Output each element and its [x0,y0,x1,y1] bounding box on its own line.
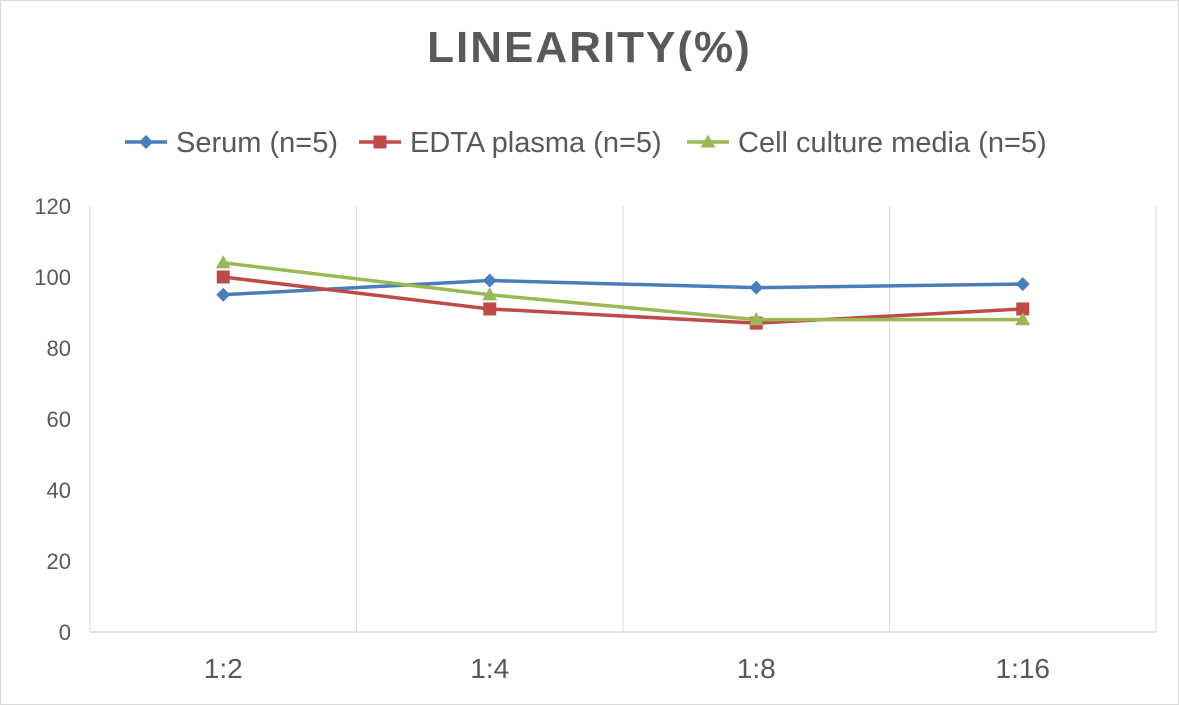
y-tick-label: 80 [47,336,71,361]
data-point [748,312,764,326]
legend-item: EDTA plasma (n=5) [359,127,662,159]
data-point [482,273,497,288]
legend-marker [139,135,153,149]
axis-layer: 0 20 40 60 80 100 120 1:2 1:4 1:8 1:16 [34,194,1156,684]
series-line [223,278,1023,297]
legend-label: Serum (n=5) [176,127,338,159]
series-layer [215,255,1031,330]
x-tick-label: 1:8 [737,653,776,684]
series-1 [216,273,1030,302]
data-point [1016,302,1030,316]
series-3 [215,255,1031,326]
data-point [216,287,231,302]
series-line [223,261,1023,322]
data-point [216,270,230,284]
legend-item: Serum (n=5) [125,127,338,159]
y-tick-label: 120 [34,194,71,219]
legend-label: EDTA plasma (n=5) [410,127,662,159]
data-point [749,280,764,295]
x-tick-label: 1:16 [996,653,1051,684]
legend-label: Cell culture media (n=5) [738,127,1047,159]
grid-layer [89,206,1157,632]
y-tick-label: 0 [59,620,71,645]
data-point [215,255,231,269]
y-tick-label: 20 [47,549,71,574]
chart-title: LINEARITY(%) [427,23,752,72]
x-tick-label: 1:2 [204,653,243,684]
series-line [223,275,1023,325]
data-point [1015,312,1031,326]
legend-marker [700,134,716,148]
legend-marker [373,135,387,149]
y-tick-label: 40 [47,478,71,503]
y-tick-label: 100 [34,265,71,290]
data-point [1015,277,1030,292]
data-point [483,302,497,316]
y-tick-label: 60 [47,407,71,432]
legend: Serum (n=5) EDTA plasma (n=5) Cell culture… [125,127,1047,159]
legend-item: Cell culture media (n=5) [687,127,1047,159]
data-point [482,287,498,301]
x-tick-label: 1:4 [470,653,509,684]
